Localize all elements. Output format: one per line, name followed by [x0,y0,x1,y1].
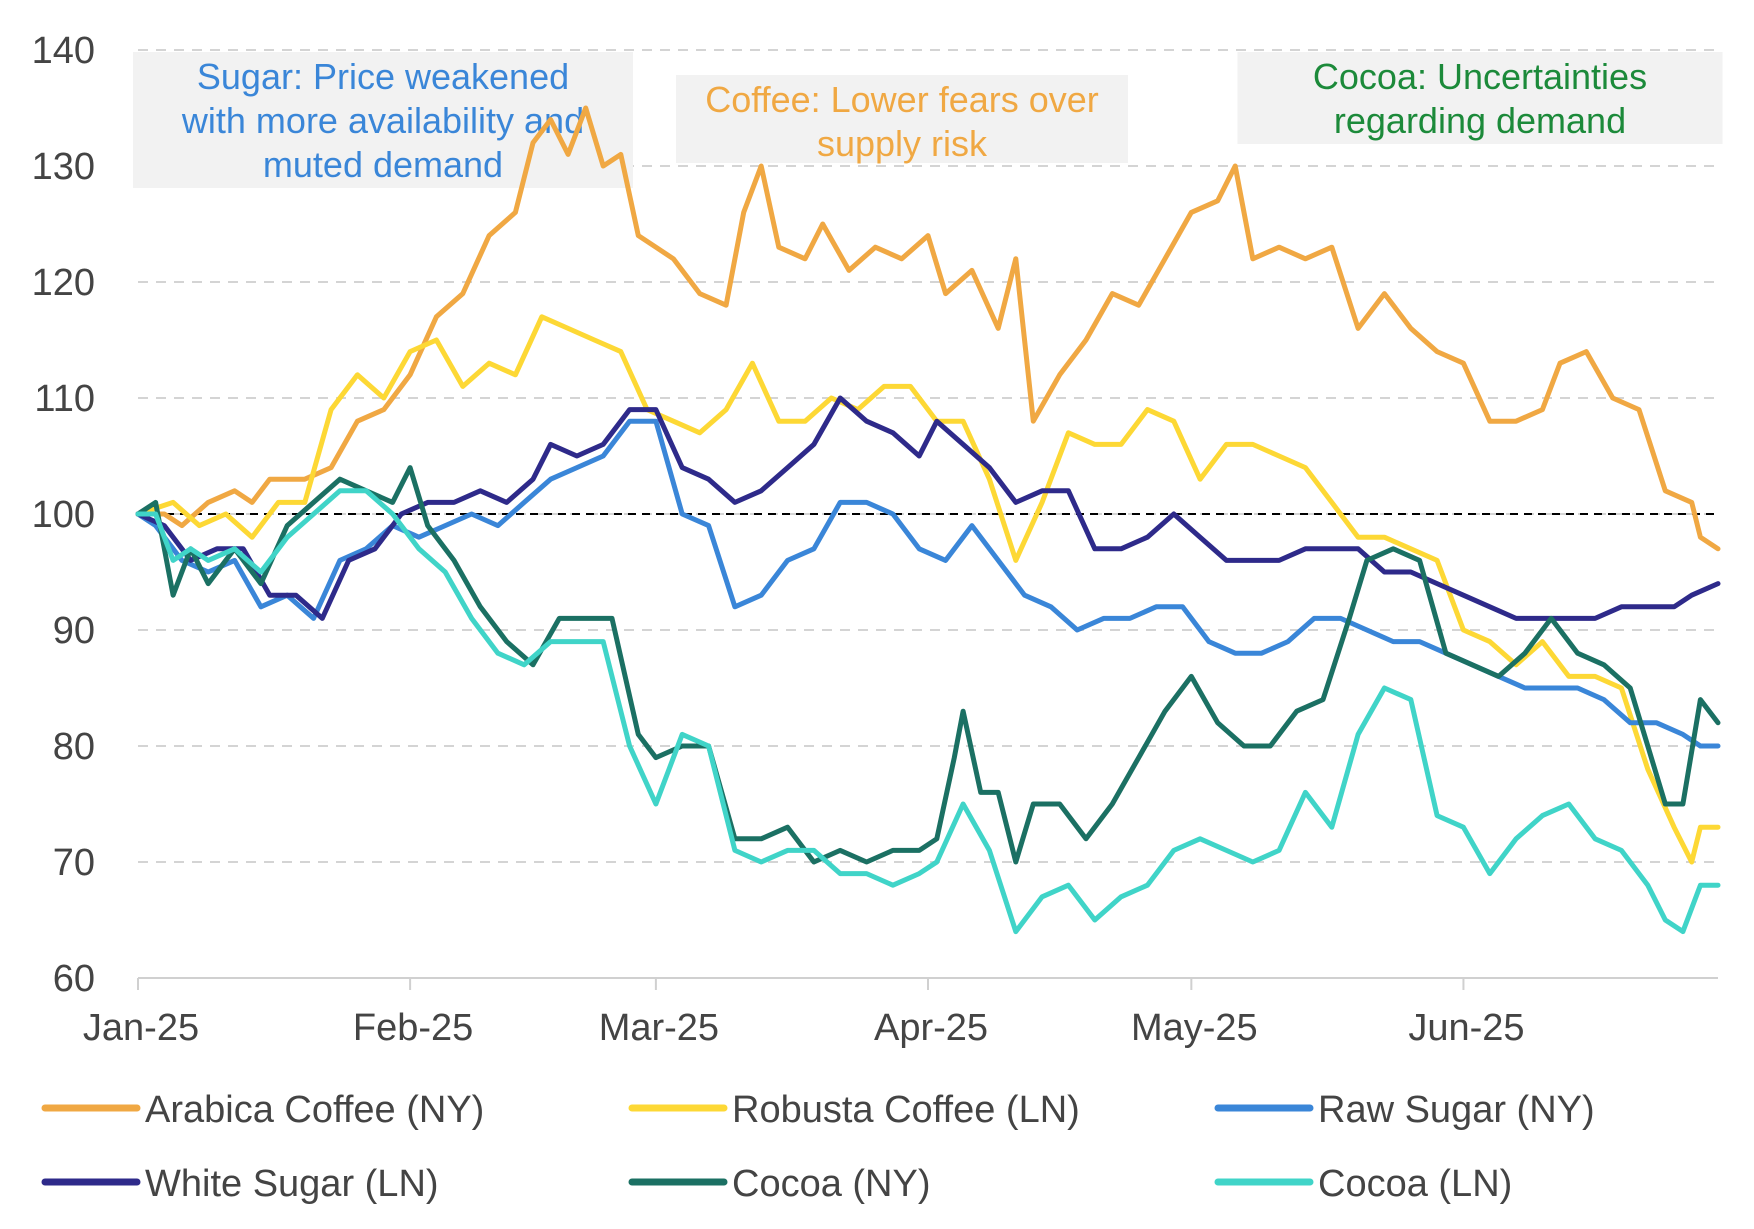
y-tick-label: 140 [32,30,95,72]
y-tick-label: 90 [53,610,95,652]
legend-label: Cocoa (LN) [1318,1163,1512,1205]
annotation-box [1237,52,1723,144]
series-line-3 [135,395,1721,621]
annotation-text: Sugar: Price weakened [197,56,569,97]
x-tick-label: Mar-25 [599,1007,719,1049]
series-line-0 [135,105,1721,552]
legend: Arabica Coffee (NY) Robusta Coffee (LN) Ra… [41,1089,1595,1205]
annotation-text: with more availability and [181,100,584,141]
legend-label: Robusta Coffee (LN) [732,1089,1080,1131]
y-tick-label: 110 [34,378,95,420]
x-tick-label: May-25 [1131,1007,1258,1049]
y-tick-label: 120 [32,262,95,304]
annotation-text: muted demand [263,144,503,185]
annotation-box [676,75,1128,163]
y-tick-label: 80 [53,726,95,768]
y-tick-label: 130 [32,146,95,188]
x-tick-label: Feb-25 [353,1007,473,1049]
x-tick-label: Jun-25 [1408,1007,1524,1049]
series-lines [135,105,1721,935]
series-line-4 [135,465,1721,865]
annotation-text: Coffee: Lower fears over [705,79,1099,120]
legend-label: Cocoa (NY) [732,1163,931,1205]
series-line-5 [135,488,1721,935]
legend-label: White Sugar (LN) [145,1163,439,1205]
axes: 60 70 80 90 100 110 120 130 140 Jan-25 Feb-25 Mar-2… [32,30,1718,1049]
y-tick-label: 100 [32,494,95,536]
annotation-text: regarding demand [1334,100,1626,141]
y-tick-label: 60 [53,958,95,1000]
annotation-text: supply risk [817,123,988,164]
legend-label: Arabica Coffee (NY) [145,1089,484,1131]
legend-label: Raw Sugar (NY) [1318,1089,1595,1131]
gridlines [138,49,1718,863]
y-tick-label: 70 [53,842,95,884]
x-tick-label: Jan-25 [83,1007,199,1049]
series-line-2 [135,418,1721,749]
x-tick-label: Apr-25 [874,1007,988,1049]
series-line-1 [135,314,1721,865]
annotation-text: Cocoa: Uncertainties [1313,56,1647,97]
